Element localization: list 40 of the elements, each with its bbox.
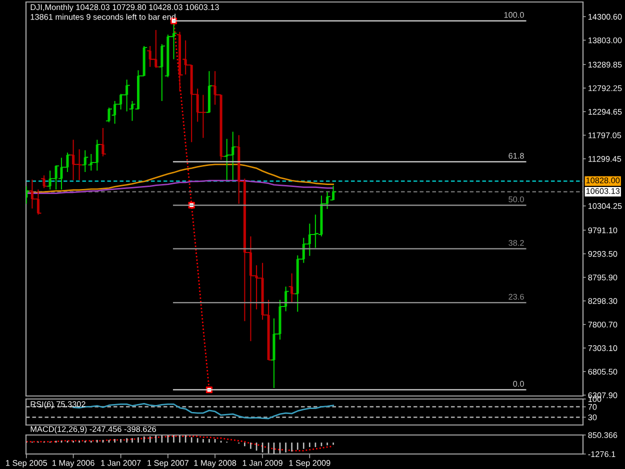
- y-tick-label: 70: [588, 404, 597, 410]
- x-tick-label: 1 May 2006: [52, 460, 94, 468]
- y-tick-label: 7303.10: [588, 345, 618, 352]
- y-tick-label: 9791.10: [588, 227, 618, 234]
- y-tick-label: 14300.60: [588, 14, 622, 20]
- x-tick-label: 1 Sep 2005: [6, 460, 48, 468]
- chart-title: MACD(12,26,9) -247.456 -398.626: [30, 426, 156, 434]
- chart-title: RSI(6) 75.3302: [30, 401, 86, 409]
- y-tick-label: 12294.65: [588, 108, 622, 115]
- y-tick-label: 9293.50: [588, 251, 618, 257]
- x-tick-label: 1 May 2008: [194, 460, 236, 468]
- ref-line-label: 0.0: [513, 380, 524, 387]
- y-tick-label: 12792.25: [588, 85, 622, 92]
- x-tick-label: 1 Sep 2007: [148, 460, 188, 468]
- ref-line-label: 100.0: [504, 12, 524, 18]
- y-tick-label: 11299.45: [588, 156, 622, 162]
- ref-line-label: 61.8: [508, 152, 524, 159]
- y-tick-label: 13803.00: [588, 37, 622, 44]
- x-tick-label: 1 Jan 2009: [242, 460, 282, 466]
- x-tick-label: 1 Jan 2007: [101, 460, 141, 466]
- y-tick-label: 13289.85: [588, 62, 622, 68]
- ref-line-label: 50.0: [508, 196, 524, 202]
- y-tick-label: 100: [588, 396, 602, 402]
- ref-line-label: 10603.13: [586, 188, 620, 194]
- y-tick-label: -1276.1: [588, 451, 616, 458]
- y-tick-label: 8298.30: [588, 298, 618, 304]
- ref-line-label: 38.2: [508, 240, 524, 246]
- y-tick-label: 30: [588, 414, 597, 420]
- y-tick-label: 6805.50: [588, 368, 618, 375]
- line-series: [26, 436, 334, 452]
- x-tick-label: 1 Sep 2009: [289, 460, 330, 468]
- y-tick-label: 850.366: [588, 432, 618, 438]
- chart-title: DJI,Monthly 10428.03 10729.80 10428.03 10603.13: [30, 4, 219, 12]
- ref-line-label: 23.6: [508, 294, 524, 300]
- y-tick-label: 6307.90: [588, 392, 618, 398]
- y-tick-label: 8795.90: [588, 274, 618, 280]
- ref-line-label: 10828.00: [586, 177, 620, 184]
- y-tick-label: 7800.70: [588, 322, 618, 328]
- y-tick-label: 11797.05: [588, 132, 622, 138]
- y-tick-label: 10304.25: [588, 203, 622, 209]
